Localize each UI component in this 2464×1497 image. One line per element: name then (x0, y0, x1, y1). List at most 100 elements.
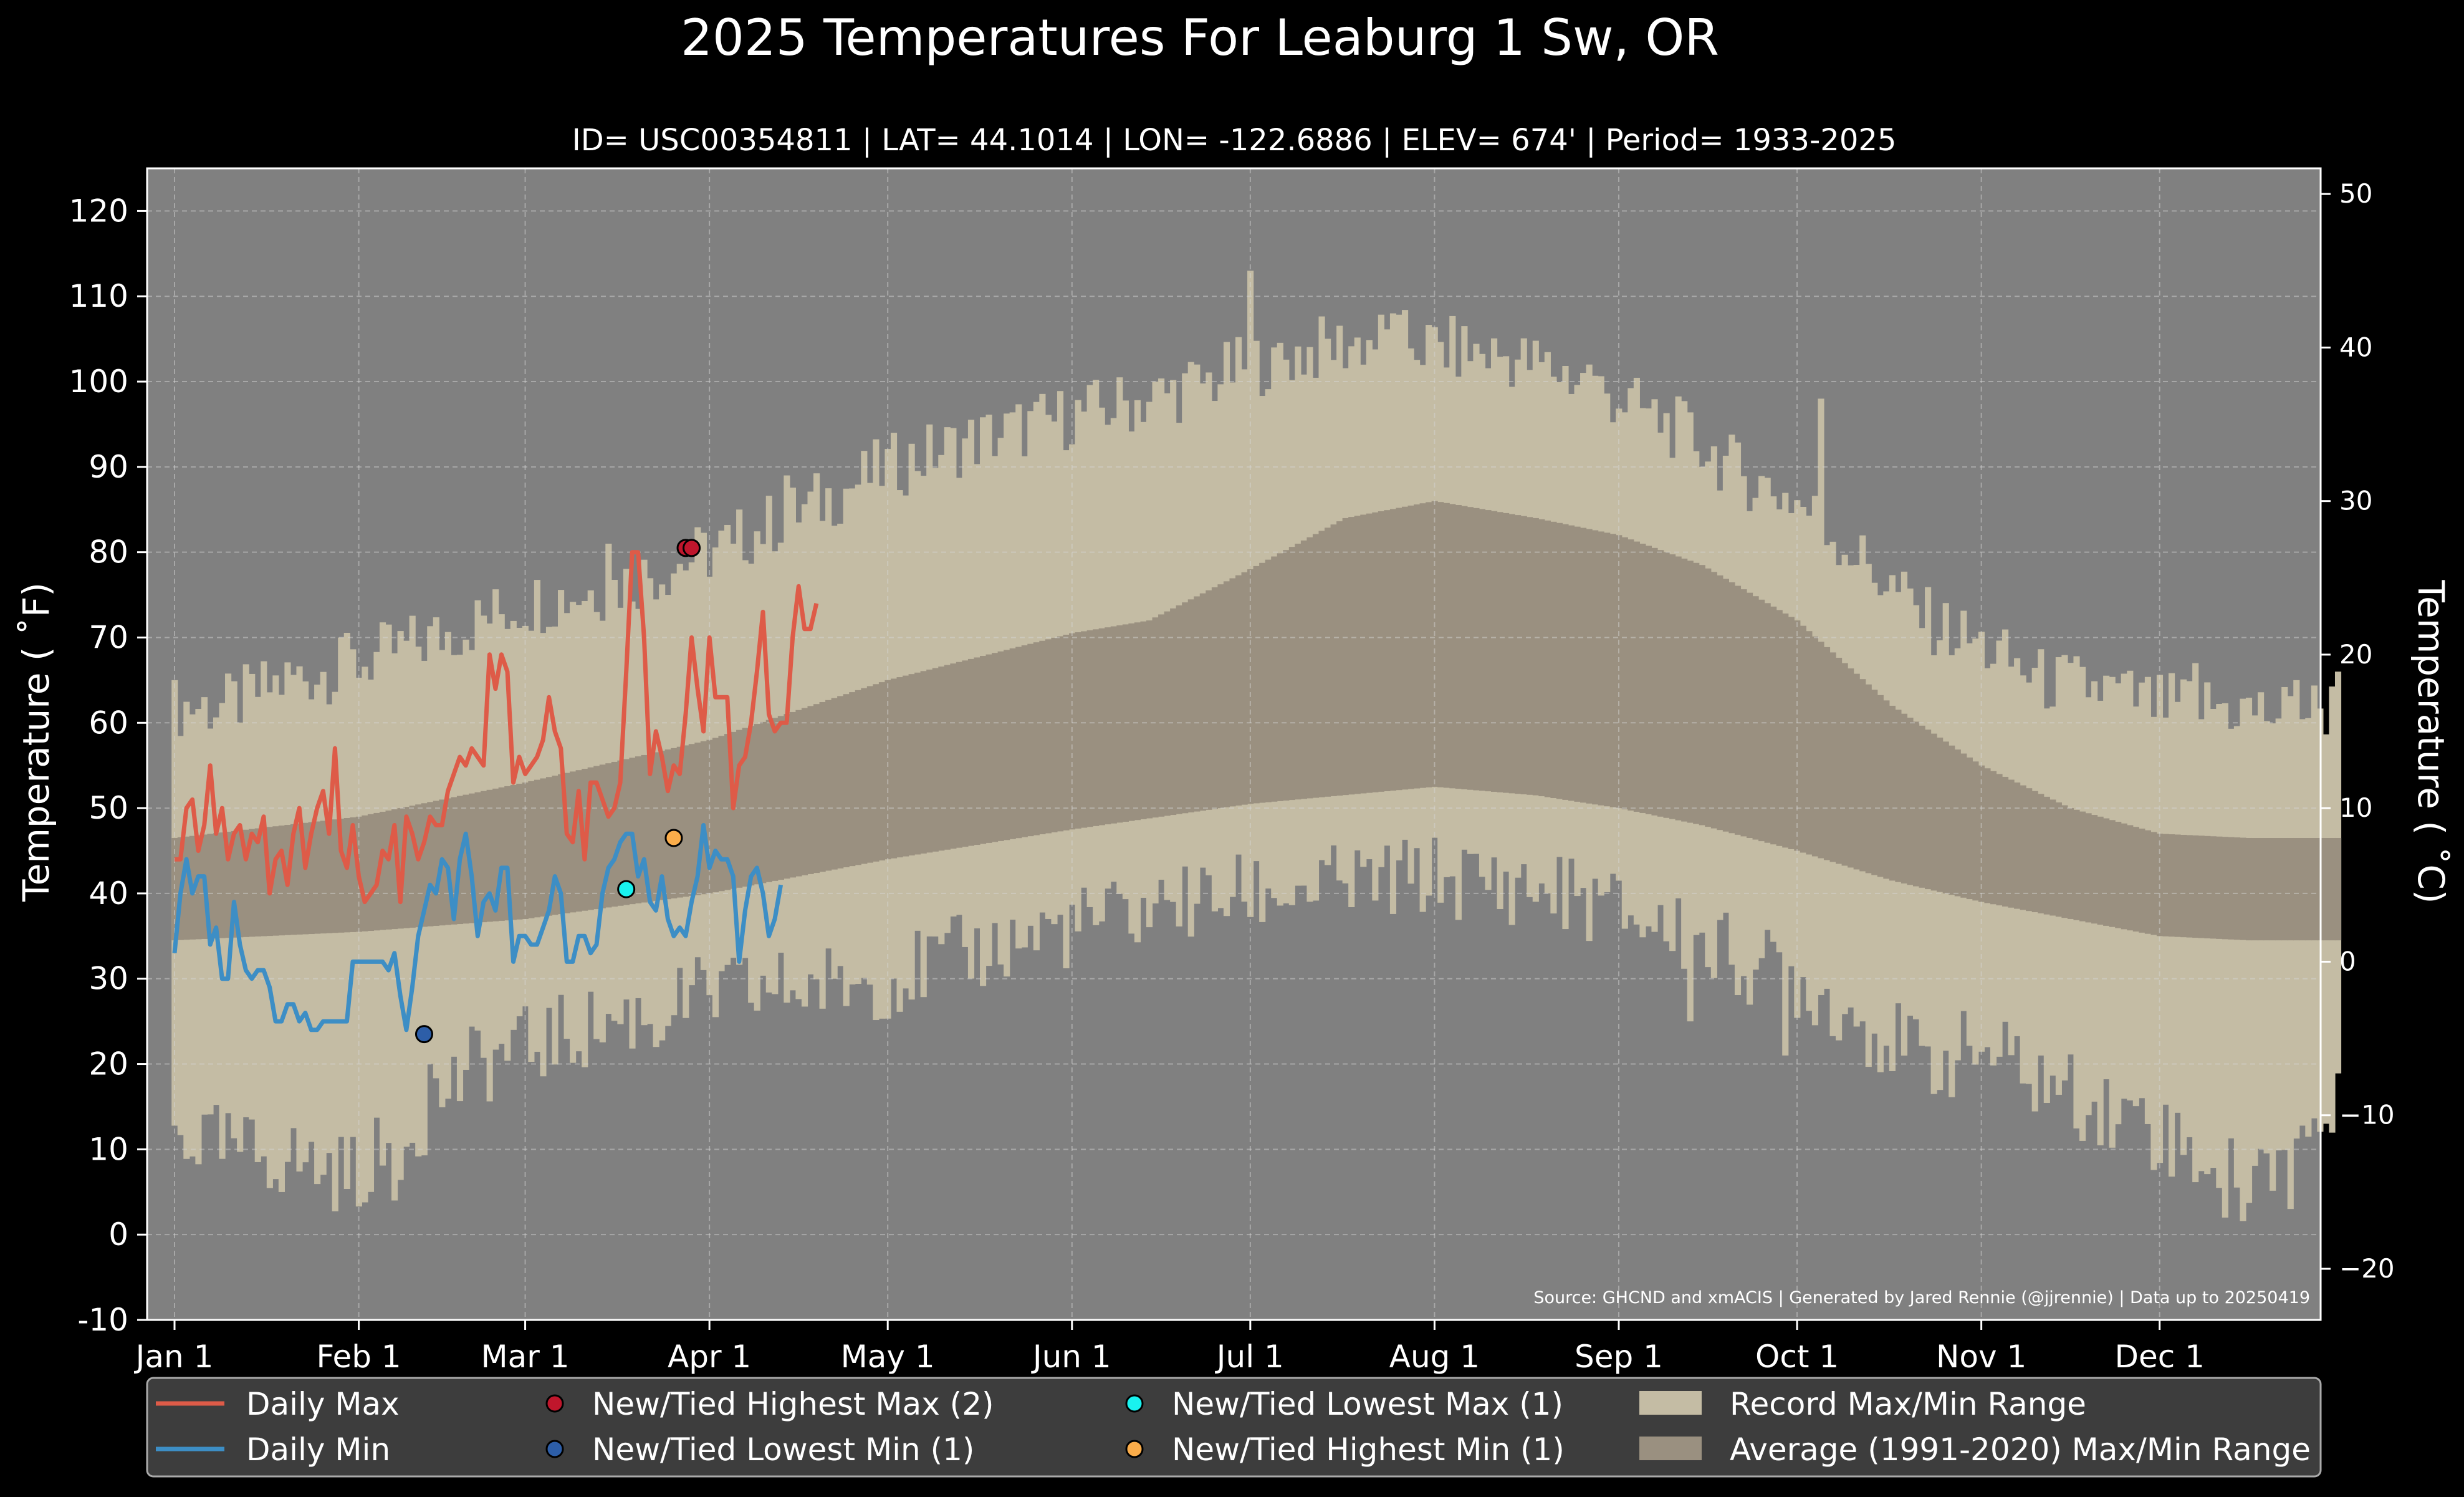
legend-patch-swatch (1639, 1437, 1702, 1460)
y-tick-label-right: 10 (2339, 792, 2372, 823)
average-range-bar (261, 827, 267, 936)
legend-entry: Daily Min (156, 1432, 390, 1468)
average-range-bar (2180, 834, 2187, 938)
average-range-bars (171, 501, 2342, 941)
plot-frame (146, 167, 2322, 1321)
average-range-bar (1574, 526, 1581, 802)
average-range-bar (1633, 541, 1640, 812)
chart-title: 2025 Temperatures For Leaburg 1 Sw, OR (681, 9, 1719, 67)
legend-entry: New/Tied Lowest Min (1) (545, 1432, 974, 1468)
average-range-bar (2127, 825, 2134, 931)
average-range-bar (1039, 640, 1046, 835)
legend-entry: New/Tied Highest Max (2) (545, 1386, 994, 1422)
record-range-bar (2216, 704, 2223, 1188)
average-range-bar (2132, 827, 2139, 932)
average-range-bar (1455, 505, 1462, 789)
average-range-bar (1925, 729, 1932, 890)
average-range-bar (1954, 749, 1961, 897)
average-range-bar (481, 791, 487, 923)
average-range-bar (890, 678, 898, 859)
record-range-bar (266, 692, 273, 1188)
y-tick-label-right: 0 (2339, 946, 2356, 976)
average-range-bar (807, 706, 814, 874)
legend: Daily Max Daily Min New/Tied Highest Max (… (146, 1377, 2322, 1478)
source-note: Source: GHCND and xmACIS | Generated by … (1533, 1288, 2310, 1307)
average-range-bar (1841, 663, 1848, 866)
average-range-bar (789, 711, 797, 878)
average-range-bar (1657, 550, 1664, 817)
average-range-bar (510, 784, 517, 920)
average-range-bar (2192, 835, 2199, 938)
legend-entry: New/Tied Lowest Max (1) (1125, 1386, 1563, 1422)
average-range-bar (1823, 647, 1831, 860)
average-range-bar (1300, 540, 1308, 799)
average-range-bar (2210, 836, 2217, 939)
average-range-bar (837, 696, 844, 869)
average-range-bar (171, 837, 178, 941)
x-tick-label: Oct 1 (1755, 1339, 1839, 1375)
average-range-bar (2049, 799, 2056, 916)
legend-label: New/Tied Highest Min (1) (1172, 1432, 1565, 1468)
record-points (415, 539, 701, 1044)
y-tick-label: 0 (108, 1216, 128, 1253)
average-range-bar (1520, 516, 1527, 794)
average-range-bar (2156, 834, 2164, 936)
record-point (683, 539, 701, 557)
average-range-bar (1485, 510, 1492, 792)
average-range-bar (1473, 508, 1480, 791)
average-range-bar (415, 804, 422, 928)
average-range-bar (552, 776, 558, 915)
average-range-bar (855, 690, 861, 865)
record-range-bar (355, 677, 362, 1207)
y-tick-label: 60 (89, 705, 128, 741)
average-range-bar (1919, 725, 1925, 888)
average-range-bar (1829, 652, 1836, 862)
average-range-bar (1217, 584, 1224, 809)
average-range-bar (2002, 776, 2009, 907)
average-range-bar (2014, 782, 2021, 909)
average-range-bar (2311, 837, 2318, 941)
average-range-bar (2216, 836, 2223, 939)
record-range-bar (278, 695, 285, 1192)
average-range-bar (444, 798, 451, 925)
average-range-bar (1199, 593, 1206, 811)
average-range-bar (825, 700, 832, 871)
average-range-bar (878, 682, 886, 861)
average-range-bar (742, 728, 749, 887)
average-range-bar (362, 815, 368, 931)
average-range-bar (1182, 602, 1189, 814)
average-range-bar (2162, 834, 2169, 936)
average-range-bar (1532, 517, 1539, 796)
average-range-bar (593, 766, 600, 910)
average-range-bar (1699, 565, 1705, 826)
average-range-bar (1621, 537, 1628, 810)
average-range-bar (647, 753, 654, 902)
average-range-bar (1930, 733, 1937, 891)
average-range-bar (1877, 695, 1884, 877)
average-range-bar (1461, 506, 1468, 789)
x-tick-label: Jun 1 (1031, 1339, 1111, 1375)
average-range-bar (1336, 521, 1343, 796)
average-range-bar (1414, 504, 1421, 789)
legend-dot-swatch (545, 1440, 564, 1458)
average-range-bar (1705, 568, 1712, 827)
average-range-bar (1128, 623, 1135, 821)
average-range-bar (908, 674, 915, 856)
average-range-bar (688, 744, 695, 896)
average-range-bar (2329, 837, 2336, 941)
average-range-bar (183, 836, 190, 940)
x-tick-label: Aug 1 (1389, 1339, 1480, 1375)
average-range-bar (1277, 553, 1283, 801)
average-range-bar (920, 671, 927, 854)
average-range-bar (587, 767, 594, 910)
average-range-bar (1443, 503, 1450, 788)
average-range-bar (784, 714, 790, 879)
y-tick-label: 20 (89, 1046, 128, 1082)
average-range-bar (1972, 761, 1979, 901)
average-range-bar (468, 793, 476, 923)
record-range-bar (2245, 697, 2253, 1203)
average-range-bar (1426, 502, 1432, 787)
average-range-bar (1960, 753, 1967, 898)
average-range-bar (1116, 625, 1123, 823)
y-tick-label-right: 20 (2339, 639, 2372, 670)
